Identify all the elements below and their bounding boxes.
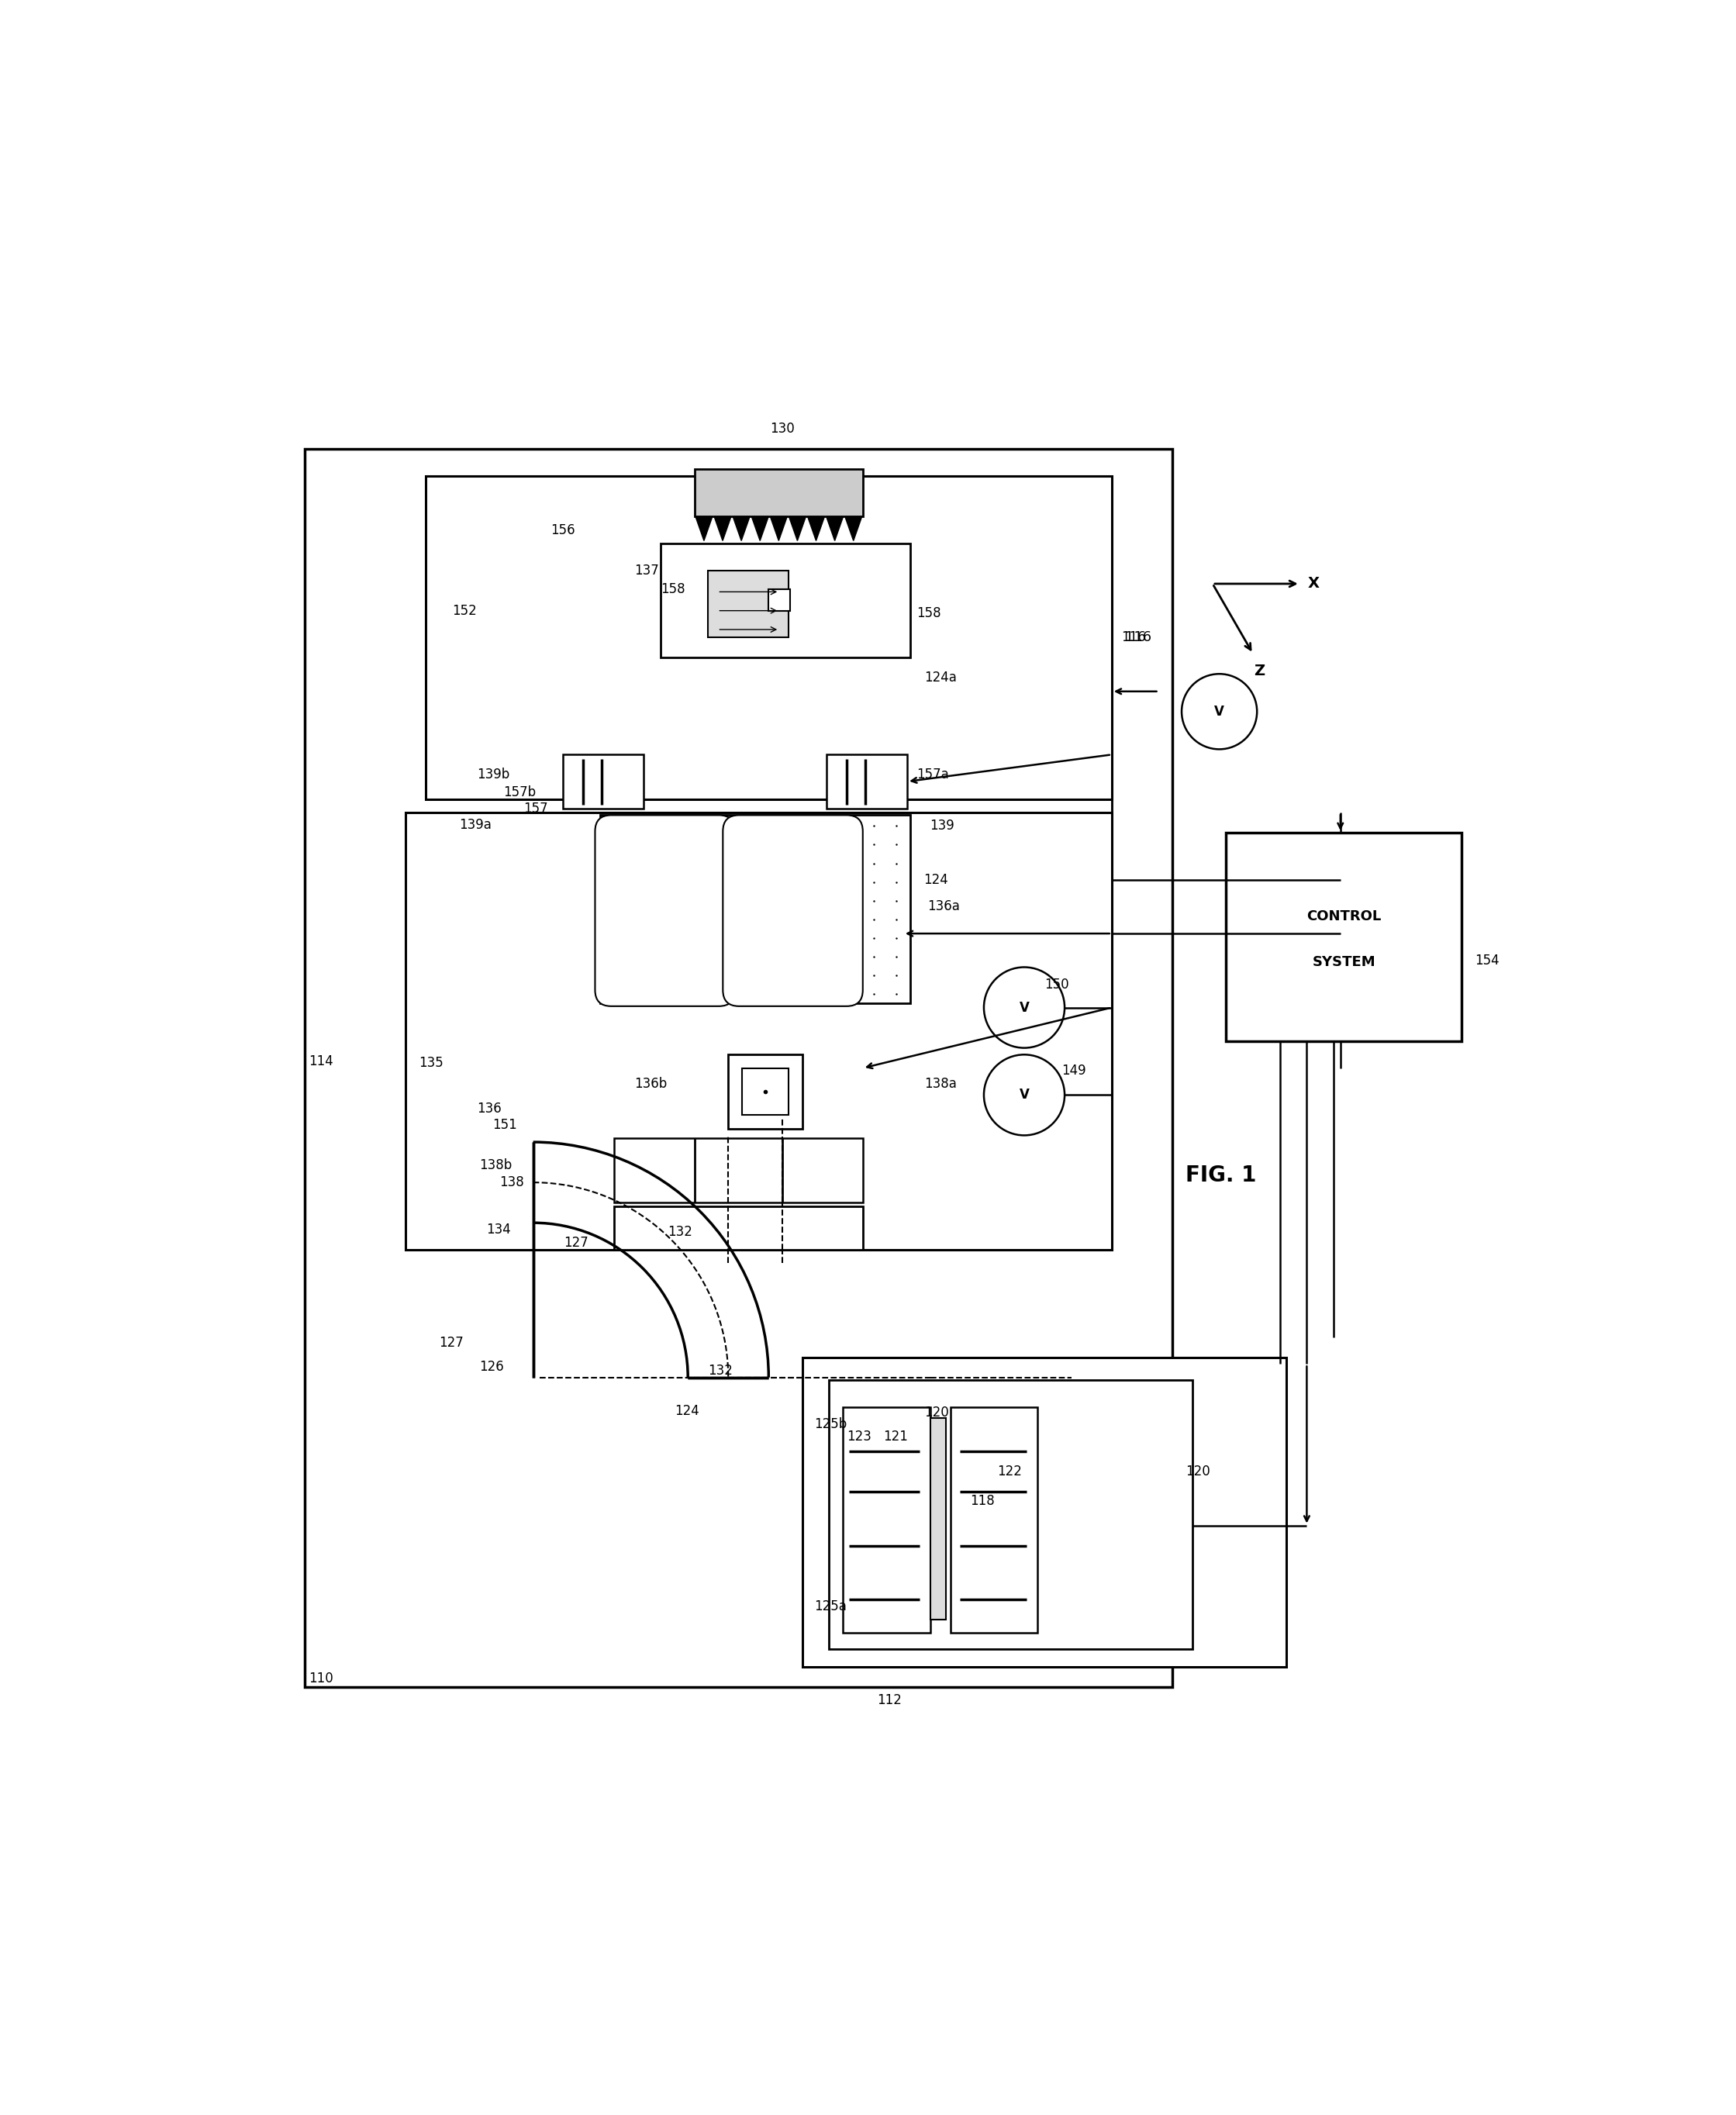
Text: 152: 152	[453, 603, 477, 618]
Text: 154: 154	[1476, 954, 1500, 967]
Text: 116: 116	[1125, 630, 1151, 645]
Text: 121: 121	[884, 1430, 908, 1445]
Bar	[708, 571, 788, 637]
Text: 157: 157	[524, 802, 549, 816]
Text: 158: 158	[917, 607, 941, 620]
Text: 130: 130	[769, 423, 795, 436]
Text: FIG. 1: FIG. 1	[1186, 1165, 1257, 1187]
Text: 138b: 138b	[479, 1157, 512, 1172]
FancyBboxPatch shape	[722, 814, 863, 1007]
Bar	[842, 1406, 930, 1633]
Text: 125a: 125a	[814, 1599, 847, 1614]
Bar	[304, 448, 1172, 1688]
Text: 123: 123	[847, 1430, 871, 1445]
Bar	[601, 814, 910, 1003]
Bar	[615, 1138, 863, 1203]
Text: 127: 127	[564, 1235, 589, 1250]
Text: 157b: 157b	[503, 785, 536, 799]
Text: 125b: 125b	[814, 1417, 847, 1432]
Bar	[406, 812, 1111, 1250]
Polygon shape	[752, 516, 769, 541]
Bar	[826, 755, 908, 808]
Text: 139b: 139b	[477, 768, 509, 783]
Text: CONTROL: CONTROL	[1307, 909, 1382, 922]
Text: V: V	[1019, 1000, 1029, 1015]
Text: 138: 138	[500, 1176, 524, 1189]
Bar	[729, 1055, 802, 1129]
Text: 156: 156	[550, 522, 575, 537]
Text: 118: 118	[970, 1495, 995, 1508]
Text: 136: 136	[477, 1102, 502, 1115]
Text: 124: 124	[924, 873, 948, 886]
Bar	[1226, 833, 1462, 1041]
Text: 124a: 124a	[925, 670, 957, 685]
Polygon shape	[826, 516, 844, 541]
Text: 151: 151	[493, 1117, 517, 1132]
Text: 132: 132	[708, 1364, 733, 1377]
Text: 124: 124	[674, 1404, 700, 1417]
Text: 127: 127	[439, 1335, 464, 1349]
Text: 137: 137	[634, 563, 658, 577]
Bar	[694, 470, 863, 516]
Text: 122: 122	[996, 1466, 1023, 1478]
Text: 136b: 136b	[634, 1077, 667, 1091]
Polygon shape	[788, 516, 806, 541]
Text: 126: 126	[479, 1360, 503, 1375]
Text: V: V	[1019, 1087, 1029, 1102]
Bar	[562, 755, 644, 808]
Text: 114: 114	[309, 1055, 333, 1068]
Text: 132: 132	[668, 1225, 693, 1239]
Bar	[425, 476, 1111, 799]
Bar	[615, 1208, 863, 1250]
Text: 136a: 136a	[927, 899, 960, 914]
Bar	[802, 1358, 1286, 1667]
Text: SYSTEM: SYSTEM	[1312, 956, 1375, 969]
Text: 112: 112	[877, 1694, 903, 1707]
Text: X: X	[1307, 577, 1319, 590]
Bar	[830, 1381, 1193, 1650]
Text: 158: 158	[661, 582, 686, 596]
Text: 139: 139	[930, 819, 955, 833]
Text: 157a: 157a	[917, 768, 950, 783]
Polygon shape	[771, 516, 786, 541]
Polygon shape	[696, 516, 712, 541]
Bar	[741, 1068, 788, 1115]
Text: Z: Z	[1253, 664, 1266, 679]
Text: 135: 135	[418, 1055, 443, 1070]
Polygon shape	[807, 516, 825, 541]
Text: 149: 149	[1062, 1064, 1087, 1079]
Polygon shape	[713, 516, 731, 541]
Text: 134: 134	[486, 1222, 510, 1237]
Polygon shape	[733, 516, 750, 541]
Bar	[930, 1417, 946, 1620]
Text: 110: 110	[309, 1671, 333, 1686]
Text: V: V	[1213, 704, 1224, 719]
Polygon shape	[845, 516, 863, 541]
Text: 138a: 138a	[925, 1077, 957, 1091]
FancyBboxPatch shape	[595, 814, 734, 1007]
Text: 120: 120	[1186, 1466, 1210, 1478]
Bar	[769, 590, 790, 611]
Text: 150: 150	[1045, 977, 1069, 992]
Text: 139a: 139a	[458, 819, 491, 831]
Bar	[950, 1406, 1038, 1633]
Bar	[661, 544, 910, 658]
Text: 116: 116	[1121, 630, 1146, 645]
Text: 120: 120	[925, 1406, 950, 1419]
